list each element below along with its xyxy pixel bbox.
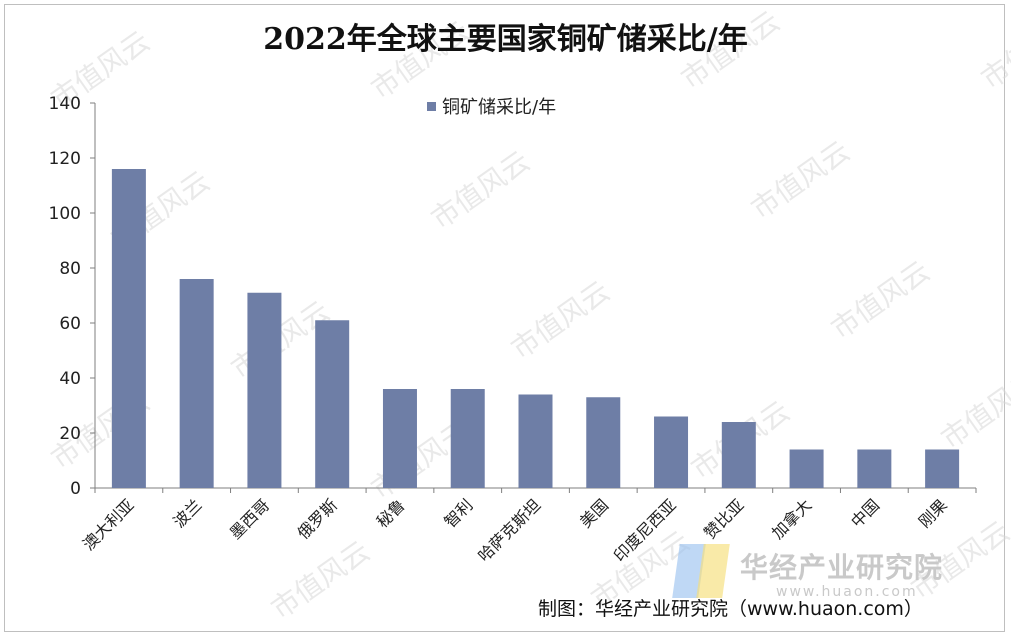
source-note: 制图：华经产业研究院（www.huaon.com）: [538, 598, 923, 620]
y-tick-label: 140: [49, 94, 81, 114]
watermark-text: 市值风云: [265, 534, 376, 625]
bar: [179, 279, 214, 488]
watermark-text: 市值风云: [825, 254, 936, 345]
x-tick-label: 智利: [440, 495, 476, 531]
chart-bars: [111, 169, 960, 488]
bar: [654, 416, 689, 488]
y-tick-label: 80: [59, 259, 81, 279]
x-tick-label: 中国: [847, 495, 883, 531]
bar: [925, 449, 960, 488]
x-tick-label: 俄罗斯: [294, 495, 341, 542]
bar: [518, 394, 553, 488]
bar: [247, 292, 282, 488]
x-tick-label: 波兰: [169, 495, 205, 531]
y-tick-label: 40: [59, 369, 81, 389]
y-tick-label: 60: [59, 314, 81, 334]
bar: [721, 422, 756, 488]
y-tick-label: 20: [59, 424, 81, 444]
chart-frame: [4, 4, 1005, 632]
x-tick-label: 赞比亚: [700, 495, 747, 542]
y-tick-label: 100: [49, 204, 81, 224]
x-tick-label: 刚果: [915, 495, 951, 531]
x-tick-label: 哈萨克斯坦: [474, 495, 544, 565]
legend-label: 铜矿储采比/年: [442, 97, 557, 118]
bar: [315, 320, 350, 488]
y-tick-label: 120: [49, 149, 81, 169]
legend-swatch: [427, 101, 436, 111]
x-tick-label: 墨西哥: [226, 495, 273, 542]
watermark-text: 市值风云: [745, 134, 856, 225]
x-tick-label: 美国: [576, 495, 612, 531]
bar: [111, 169, 146, 488]
logo-url: www.huaon.com: [776, 584, 918, 600]
bar: [789, 449, 824, 488]
y-tick-label: 0: [70, 479, 81, 499]
x-tick-label: 加拿大: [768, 495, 815, 542]
x-tick-label: 秘鲁: [373, 495, 409, 531]
watermark-text: 市值风云: [425, 144, 536, 235]
chart-legend: 铜矿储采比/年: [427, 93, 556, 119]
chart-title: 2022年全球主要国家铜矿储采比/年: [263, 22, 748, 57]
bar: [857, 449, 892, 488]
logo-watermark: 华经产业研究院 www.huaon.com: [672, 540, 976, 600]
bar: [450, 389, 485, 488]
x-tick-label: 澳大利亚: [79, 495, 138, 554]
watermark-text: 市值风云: [505, 274, 616, 365]
watermark-text: 市值风云: [935, 364, 1011, 455]
bar: [586, 397, 621, 488]
bar: [382, 389, 417, 488]
logo-name: 华经产业研究院: [740, 551, 944, 584]
